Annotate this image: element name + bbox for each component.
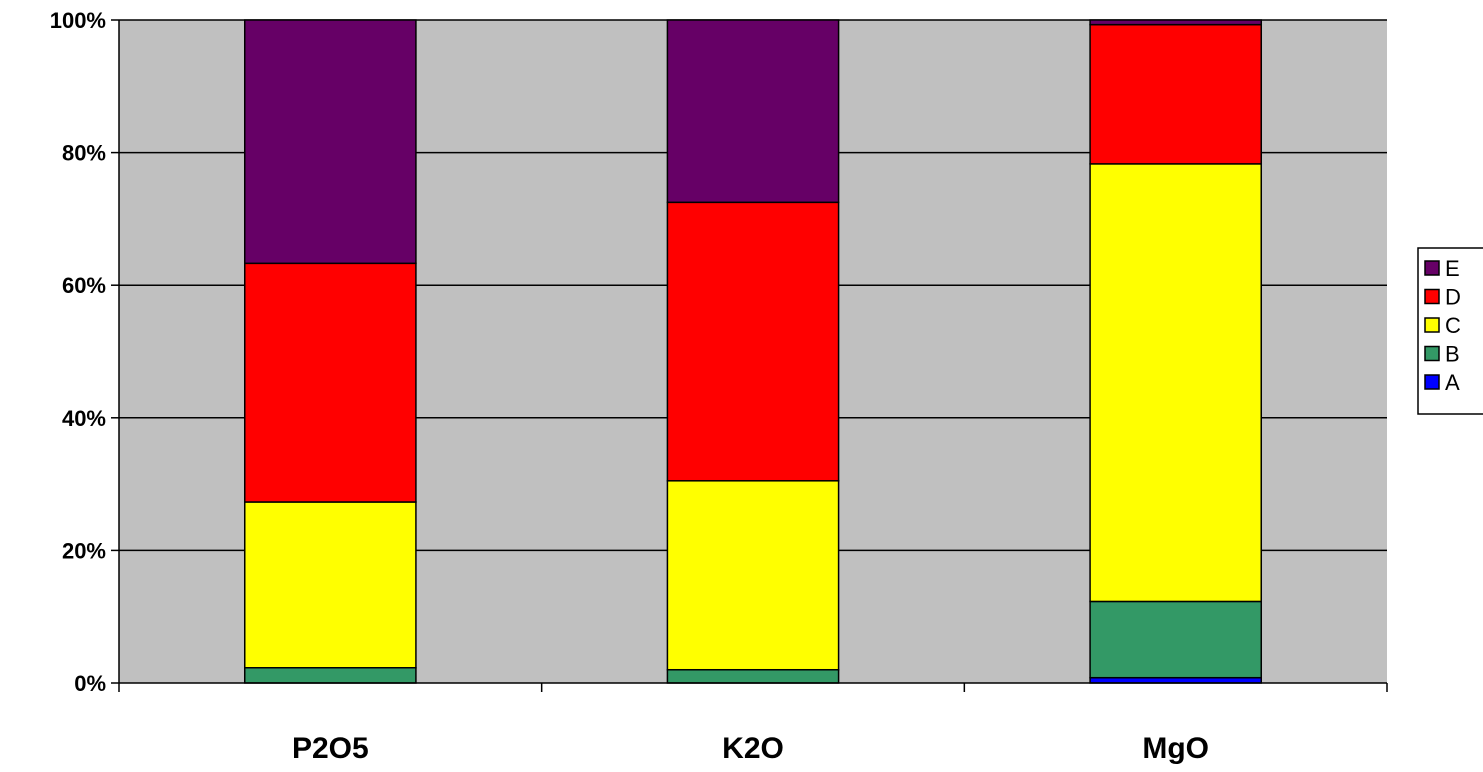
legend-swatch-d [1424, 288, 1440, 305]
bar-mgo-c [1089, 163, 1263, 603]
bar-mgo-a [1089, 676, 1263, 684]
bar-mgo-b [1089, 600, 1263, 679]
y-tick-label: 100% [50, 8, 106, 33]
bar-mgo-d [1089, 23, 1263, 165]
bar-k2o-b [666, 668, 840, 684]
bar-k2o-d [666, 201, 840, 482]
legend-label-a: A [1445, 370, 1460, 395]
y-tick-label: 20% [62, 538, 106, 563]
legend-swatch-b [1424, 345, 1440, 362]
bar-p2o5-c [243, 501, 417, 669]
legend-swatch-c [1424, 317, 1440, 333]
legend-label-e: E [1445, 256, 1460, 281]
bars [243, 19, 1263, 684]
legend-swatch-a [1424, 374, 1440, 390]
bar-mgo-e [1089, 19, 1263, 26]
y-tick-label: 40% [62, 406, 106, 431]
y-tick-label: 80% [62, 141, 106, 166]
legend-label-d: D [1445, 285, 1461, 310]
legend-label-c: C [1445, 313, 1461, 338]
bar-k2o-e [666, 19, 840, 204]
x-category-label: K2O [722, 732, 784, 765]
y-tick-label: 0% [74, 671, 106, 696]
x-category-label: P2O5 [292, 732, 369, 765]
y-tick-label: 60% [62, 273, 106, 298]
legend-swatch-e [1424, 260, 1440, 276]
y-tick-labels: 0% 20% 40% 60% 80% 100% [50, 8, 106, 696]
bar-p2o5-b [243, 667, 417, 684]
legend-label-b: B [1445, 342, 1460, 367]
bar-p2o5-d [243, 262, 417, 503]
x-category-label: MgO [1142, 732, 1209, 765]
axes [111, 19, 1388, 692]
x-category-labels: P2O5 K2O MgO [292, 732, 1209, 765]
bar-k2o-c [666, 480, 840, 671]
bar-p2o5-e [243, 19, 417, 265]
